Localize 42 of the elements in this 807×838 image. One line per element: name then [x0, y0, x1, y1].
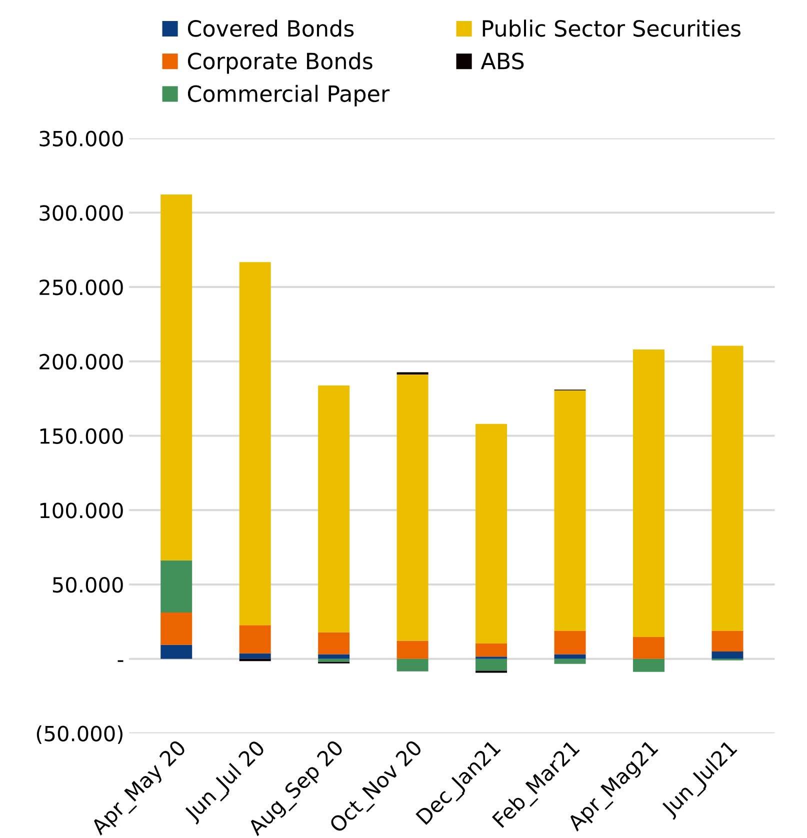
y-tick-label: 100.000	[40, 502, 123, 518]
bar	[712, 346, 744, 632]
bar	[476, 644, 508, 657]
y-tick-label: -	[118, 660, 124, 662]
bar	[633, 349, 664, 638]
bar	[160, 560, 192, 612]
bar	[554, 654, 586, 659]
y-tick-label: 50.000	[52, 576, 123, 593]
bar	[239, 262, 271, 626]
legend-label: Covered Bonds	[188, 20, 354, 37]
bar	[239, 625, 271, 654]
bar	[554, 658, 586, 664]
y-tick-label: 150.000	[40, 428, 123, 444]
bar	[396, 640, 428, 659]
legend-label: Commercial Paper	[188, 84, 390, 106]
bar	[712, 651, 744, 659]
bar	[712, 631, 744, 652]
bar	[318, 632, 350, 654]
bar	[554, 631, 586, 654]
bar	[554, 390, 586, 632]
bar	[633, 637, 664, 659]
bar	[160, 612, 192, 645]
bar	[396, 374, 428, 641]
bar	[633, 658, 664, 672]
y-tick-label: (50.000)	[36, 725, 122, 744]
y-tick-label: 350.000	[40, 130, 123, 146]
bar	[318, 658, 350, 662]
bar	[396, 658, 428, 672]
y-tick-label: 250.000	[40, 279, 123, 296]
bar	[160, 644, 192, 659]
bar	[239, 658, 271, 662]
y-tick-label: 200.000	[40, 354, 123, 370]
legend-label: Corporate Bonds	[188, 52, 372, 74]
bar	[318, 654, 350, 659]
bar	[160, 194, 192, 560]
bar	[476, 424, 508, 644]
legend-label: Public Sector Securities	[482, 20, 740, 37]
legend-label: ABS	[480, 52, 524, 70]
bar	[318, 385, 350, 632]
bar	[239, 653, 271, 659]
y-tick-label: 300.000	[40, 205, 123, 221]
bar	[476, 658, 508, 671]
